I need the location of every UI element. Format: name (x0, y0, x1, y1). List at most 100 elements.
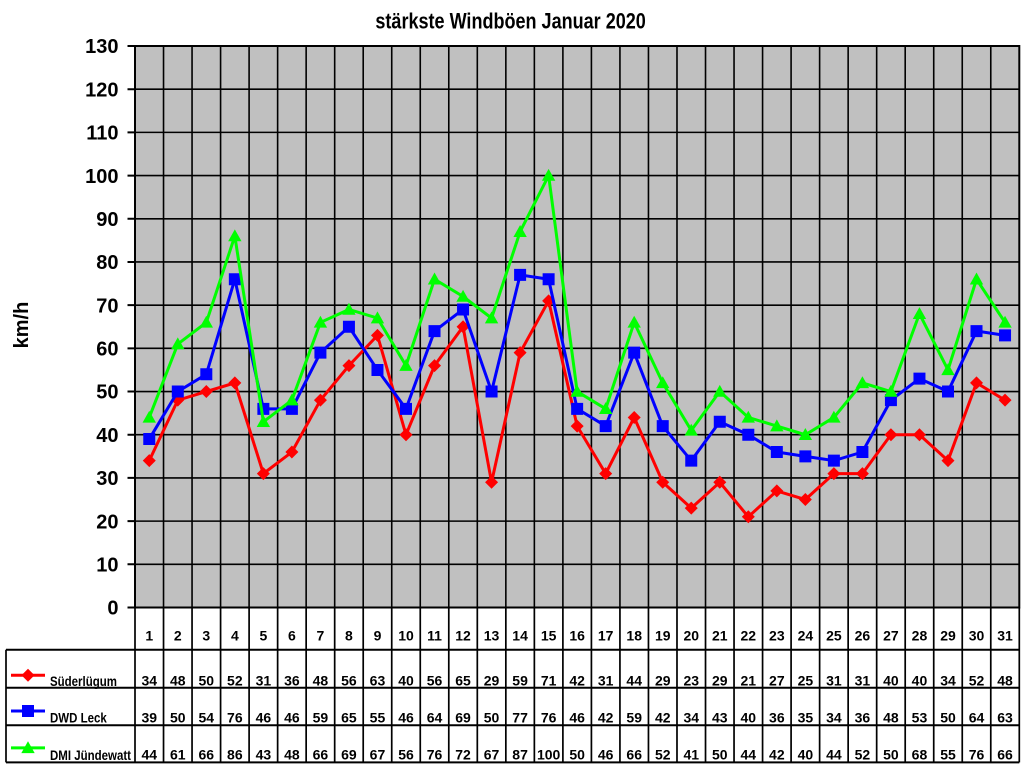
svg-text:69: 69 (341, 747, 357, 763)
svg-text:64: 64 (969, 710, 985, 726)
svg-text:48: 48 (997, 672, 1013, 688)
svg-text:71: 71 (541, 672, 557, 688)
svg-text:65: 65 (455, 672, 471, 688)
svg-text:4: 4 (231, 627, 239, 643)
svg-text:16: 16 (569, 627, 585, 643)
svg-text:15: 15 (541, 627, 557, 643)
svg-text:50: 50 (96, 382, 118, 404)
svg-text:43: 43 (256, 747, 272, 763)
svg-text:66: 66 (626, 747, 642, 763)
svg-text:46: 46 (256, 710, 272, 726)
svg-text:36: 36 (284, 672, 300, 688)
svg-text:48: 48 (170, 672, 186, 688)
svg-text:5: 5 (259, 627, 267, 643)
svg-text:31: 31 (598, 672, 614, 688)
svg-text:40: 40 (398, 672, 414, 688)
svg-text:42: 42 (769, 747, 785, 763)
svg-text:42: 42 (598, 710, 614, 726)
svg-text:40: 40 (96, 425, 118, 447)
svg-text:63: 63 (997, 710, 1013, 726)
svg-text:43: 43 (712, 710, 728, 726)
svg-text:29: 29 (712, 672, 728, 688)
svg-text:21: 21 (712, 627, 728, 643)
svg-text:0: 0 (107, 598, 118, 620)
svg-text:10: 10 (398, 627, 414, 643)
svg-text:50: 50 (199, 672, 215, 688)
svg-text:8: 8 (345, 627, 353, 643)
svg-text:76: 76 (969, 747, 985, 763)
svg-text:55: 55 (370, 710, 386, 726)
svg-text:10: 10 (96, 555, 118, 577)
svg-text:27: 27 (769, 672, 785, 688)
svg-text:52: 52 (969, 672, 985, 688)
svg-text:42: 42 (569, 672, 585, 688)
svg-text:52: 52 (227, 672, 243, 688)
svg-text:24: 24 (798, 627, 814, 643)
svg-text:76: 76 (427, 747, 443, 763)
svg-text:90: 90 (96, 209, 118, 231)
svg-text:19: 19 (655, 627, 671, 643)
svg-text:18: 18 (626, 627, 642, 643)
svg-text:27: 27 (883, 627, 899, 643)
svg-text:63: 63 (370, 672, 386, 688)
svg-text:34: 34 (683, 710, 699, 726)
svg-text:56: 56 (427, 672, 443, 688)
svg-text:50: 50 (170, 710, 186, 726)
svg-text:41: 41 (683, 747, 699, 763)
svg-text:36: 36 (769, 710, 785, 726)
svg-text:130: 130 (85, 36, 118, 58)
svg-text:65: 65 (341, 710, 357, 726)
svg-text:23: 23 (683, 672, 699, 688)
svg-text:22: 22 (741, 627, 757, 643)
svg-text:59: 59 (313, 710, 329, 726)
svg-text:56: 56 (341, 672, 357, 688)
svg-text:34: 34 (940, 672, 956, 688)
svg-text:50: 50 (883, 747, 899, 763)
svg-text:40: 40 (883, 672, 899, 688)
svg-text:DWD Leck: DWD Leck (50, 710, 108, 726)
svg-text:120: 120 (85, 79, 118, 101)
svg-text:68: 68 (912, 747, 928, 763)
svg-text:56: 56 (398, 747, 414, 763)
svg-text:2: 2 (174, 627, 182, 643)
svg-text:55: 55 (940, 747, 956, 763)
svg-text:25: 25 (798, 672, 814, 688)
svg-text:21: 21 (741, 672, 757, 688)
svg-text:46: 46 (398, 710, 414, 726)
svg-text:20: 20 (683, 627, 699, 643)
svg-text:66: 66 (313, 747, 329, 763)
svg-text:26: 26 (855, 627, 871, 643)
svg-text:70: 70 (96, 295, 118, 317)
svg-text:64: 64 (427, 710, 443, 726)
svg-text:46: 46 (598, 747, 614, 763)
svg-text:1: 1 (145, 627, 153, 643)
svg-text:53: 53 (912, 710, 928, 726)
svg-text:14: 14 (512, 627, 528, 643)
svg-text:48: 48 (284, 747, 300, 763)
svg-text:42: 42 (655, 710, 671, 726)
svg-text:50: 50 (569, 747, 585, 763)
svg-text:110: 110 (86, 123, 118, 145)
svg-text:12: 12 (455, 627, 471, 643)
svg-text:6: 6 (288, 627, 296, 643)
svg-text:52: 52 (655, 747, 671, 763)
svg-text:11: 11 (427, 627, 442, 643)
svg-text:80: 80 (96, 252, 118, 274)
svg-text:40: 40 (912, 672, 928, 688)
svg-text:31: 31 (826, 672, 842, 688)
svg-text:25: 25 (826, 627, 842, 643)
svg-text:40: 40 (741, 710, 757, 726)
svg-text:30: 30 (96, 468, 118, 490)
svg-text:77: 77 (512, 710, 528, 726)
svg-text:13: 13 (484, 627, 500, 643)
svg-text:stärkste Windböen Januar 2020: stärkste Windböen Januar 2020 (375, 10, 645, 34)
svg-text:44: 44 (141, 747, 157, 763)
svg-text:61: 61 (170, 747, 186, 763)
svg-text:23: 23 (769, 627, 785, 643)
svg-text:67: 67 (484, 747, 500, 763)
svg-text:29: 29 (940, 627, 956, 643)
svg-text:76: 76 (227, 710, 243, 726)
svg-text:50: 50 (484, 710, 500, 726)
svg-text:Süderlügum: Süderlügum (50, 673, 117, 689)
svg-text:31: 31 (997, 627, 1013, 643)
